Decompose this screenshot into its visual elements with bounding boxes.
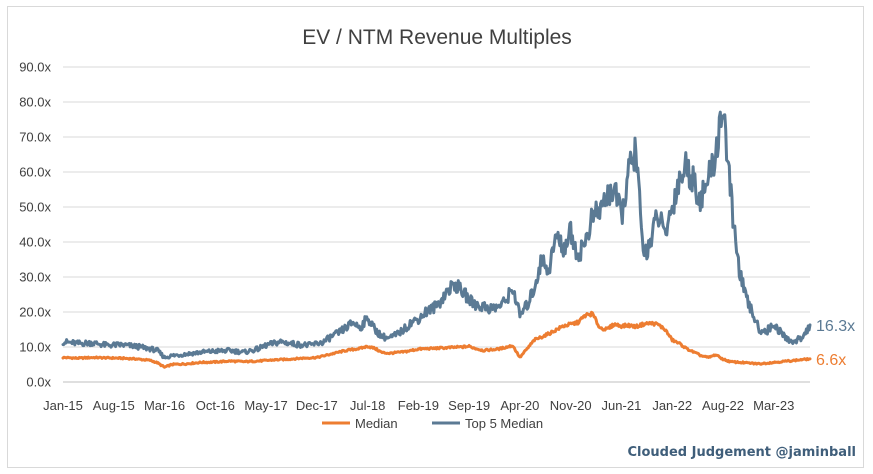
x-tick-label: Sep-19 [448, 398, 490, 413]
end-labels: 16.3x 6.6x [816, 318, 855, 369]
legend-label-median: Median [355, 416, 398, 431]
y-tick-label: 90.0x [19, 60, 51, 75]
y-tick-label: 80.0x [19, 95, 51, 110]
y-tick-label: 10.0x [19, 340, 51, 355]
x-tick-label: Nov-20 [550, 398, 592, 413]
x-tick-label: Oct-16 [196, 398, 235, 413]
x-tick-label: Dec-17 [296, 398, 338, 413]
legend: Median Top 5 Median [322, 416, 543, 431]
x-tick-label: Aug-15 [93, 398, 135, 413]
y-tick-label: 40.0x [19, 235, 51, 250]
watermark-text: Clouded Judgement @jaminball [628, 445, 857, 460]
x-tick-label: Jan-15 [43, 398, 83, 413]
chart-title: EV / NTM Revenue Multiples [302, 26, 572, 49]
x-tick-label: Jul-18 [350, 398, 385, 413]
x-tick-label: Feb-19 [398, 398, 439, 413]
y-tick-label: 0.0x [26, 375, 51, 390]
top5-median-series-line [61, 110, 812, 360]
y-tick-label: 70.0x [19, 130, 51, 145]
y-axis-tick-labels: 0.0x 10.0x 20.0x 30.0x 40.0x 50.0x 60.0x 70.0x 8… [19, 60, 51, 390]
x-tick-label: Jan-22 [652, 398, 692, 413]
y-tick-label: 30.0x [19, 270, 51, 285]
x-tick-label: Mar-16 [144, 398, 185, 413]
y-tick-label: 50.0x [19, 200, 51, 215]
x-tick-label: Jun-21 [602, 398, 642, 413]
x-tick-label: Aug-22 [702, 398, 744, 413]
median-series-line [61, 310, 812, 369]
y-tick-label: 20.0x [19, 305, 51, 320]
grid-lines [63, 66, 810, 383]
median-end-label: 6.6x [816, 352, 846, 369]
x-axis-tick-labels: Jan-15 Aug-15 Mar-16 Oct-16 May-17 Dec-17 Jul-… [43, 398, 794, 413]
x-tick-label: May-17 [244, 398, 287, 413]
x-tick-label: Apr-20 [500, 398, 539, 413]
series-lines [61, 110, 812, 369]
x-tick-label: Mar-23 [753, 398, 794, 413]
legend-label-top5-median: Top 5 Median [465, 416, 543, 431]
y-tick-label: 60.0x [19, 165, 51, 180]
top5-median-end-label: 16.3x [816, 318, 855, 335]
chart-border [7, 6, 864, 468]
